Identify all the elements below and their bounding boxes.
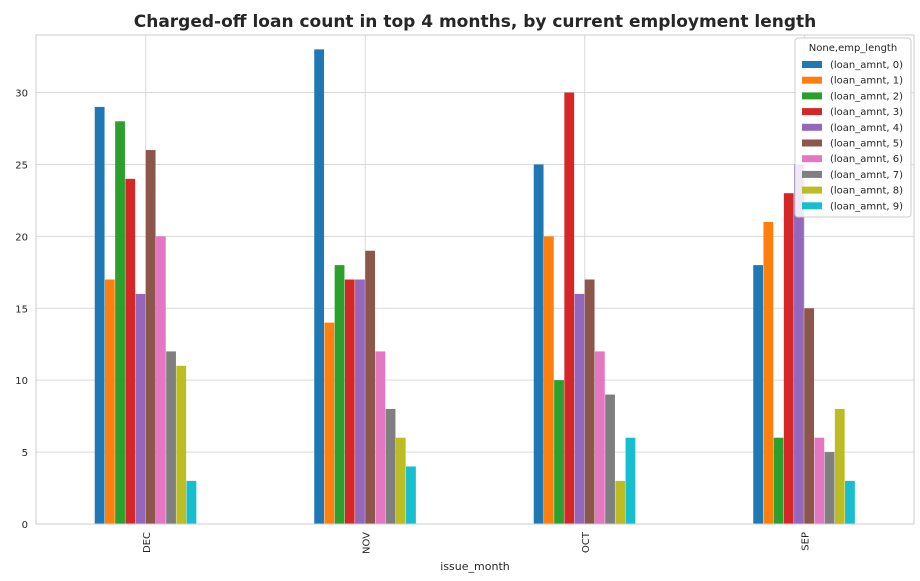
legend-label: (loan_amnt, 9) [830,201,903,212]
bar [554,380,564,524]
bar [344,279,355,524]
legend-swatch [802,108,822,116]
legend-box [794,37,912,218]
legend-label: (loan_amnt, 0) [830,60,903,71]
y-tick-label: 0 [22,520,28,531]
bar [584,279,595,524]
bar [365,250,376,524]
legend-label: (loan_amnt, 5) [830,139,903,150]
legend-swatch [802,139,822,147]
x-tick-label: DEC [142,532,153,553]
bar [824,452,835,524]
bar [564,92,575,524]
legend-label: (loan_amnt, 1) [830,76,903,87]
bar [834,408,845,524]
legend-label: (loan_amnt, 4) [830,123,903,134]
legend-swatch [802,123,822,131]
legend-swatch [802,76,822,84]
legend-label: (loan_amnt, 3) [830,107,903,118]
bar [594,351,605,524]
bar [794,164,804,525]
bar [845,480,855,524]
legend-label: (loan_amnt, 6) [830,154,903,165]
bar [605,394,615,524]
x-tick-label: NOV [361,532,372,554]
bar [104,279,115,524]
legend-swatch [802,186,822,194]
y-tick-label: 15 [15,304,28,315]
legend-swatch [802,170,822,178]
bar [406,466,416,524]
y-tick-label: 5 [22,448,28,459]
bar [314,49,325,524]
bar [804,308,815,524]
bar [145,150,156,524]
legend-swatch [802,61,822,68]
x-axis-label: issue_month [440,560,509,573]
y-tick-label: 25 [15,160,28,171]
bar [574,293,585,524]
bars [94,49,855,525]
bar [773,437,784,524]
legend-label: (loan_amnt, 8) [830,186,903,197]
bar [395,437,406,524]
chart-title: Charged-off loan count in top 4 months, … [134,12,816,32]
bar [783,193,794,525]
bar [155,236,166,524]
bar [763,221,774,524]
bar [753,265,764,524]
bar [375,351,386,524]
legend-label: (loan_amnt, 7) [830,170,903,181]
x-tick-label: OCT [581,531,592,553]
bar [176,365,187,524]
bar [615,480,626,524]
legend-label: (loan_amnt, 2) [830,91,903,102]
bar [125,178,136,524]
bar [814,437,825,524]
bar [334,265,345,524]
y-tick-labels: 0 5 10 15 20 25 30 [15,89,28,531]
bar [385,408,396,524]
x-tick-labels: DEC NOV OCT SEP [142,531,812,554]
legend-items: (loan_amnt, 0) (loan_amnt, 1) (loan_amnt, … [802,60,903,212]
x-tick-label: SEP [800,532,811,551]
legend-title: None,emp_length [809,43,897,54]
legend-swatch [802,155,822,163]
legend-swatch [802,202,822,210]
bar [115,121,125,524]
y-tick-label: 20 [15,232,28,243]
bar [543,236,554,524]
bar [533,164,544,525]
bar [94,106,105,524]
bar [186,480,197,524]
y-tick-label: 30 [15,89,28,100]
legend: None,emp_length (loan_amnt, 0)(loan_amnt… [794,37,912,218]
bar [355,279,365,524]
bar [135,293,146,524]
bar [625,437,636,524]
y-tick-label: 10 [15,376,28,387]
bar [166,351,176,524]
bar [324,322,335,524]
plot-frame [35,34,915,525]
legend-swatch [802,92,822,100]
